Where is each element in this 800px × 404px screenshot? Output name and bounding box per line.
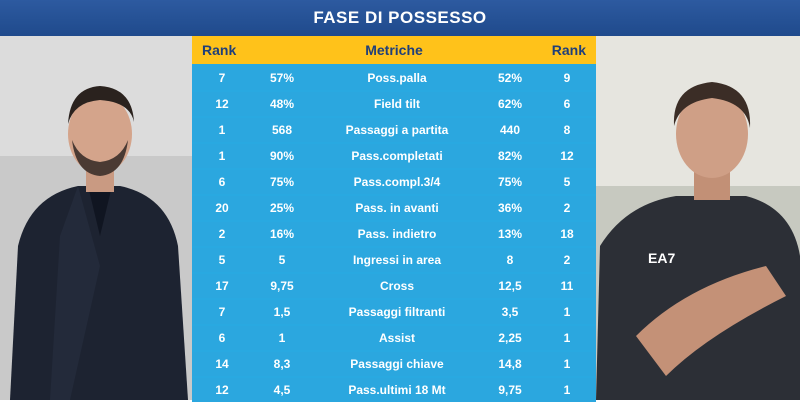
rank-left-cell: 5 <box>218 253 226 267</box>
table-row: 7 57% Poss.palla 52% 9 <box>192 66 596 90</box>
value-right-cell: 8 <box>506 253 514 267</box>
table-row: 12 4,5 Pass.ultimi 18 Mt 9,75 1 <box>192 378 596 402</box>
rank-right-cell: 9 <box>563 71 571 85</box>
ea7-logo: EA7 <box>648 250 676 266</box>
rank-left-cell: 2 <box>218 227 226 241</box>
value-right-cell: 62% <box>497 97 523 111</box>
value-left-cell: 90% <box>269 149 295 163</box>
rank-right-cell: 5 <box>563 175 571 189</box>
header-rank-left: Rank <box>202 42 237 58</box>
metric-cell: Passaggi chiave <box>350 357 444 371</box>
table-row: 6 1 Assist 2,25 1 <box>192 326 596 350</box>
rank-right-cell: 12 <box>560 149 574 163</box>
table-row: 12 48% Field tilt 62% 6 <box>192 92 596 116</box>
table-row: 6 75% Pass.compl.3/4 75% 5 <box>192 170 596 194</box>
rank-left-cell: 14 <box>215 357 229 371</box>
value-left-cell: 568 <box>271 123 293 137</box>
value-right-cell: 2,25 <box>498 331 522 345</box>
rank-left-cell: 6 <box>218 175 226 189</box>
metric-cell: Cross <box>379 279 414 293</box>
table-row: 14 8,3 Passaggi chiave 14,8 1 <box>192 352 596 376</box>
header-rank-right: Rank <box>551 42 586 58</box>
metric-cell: Pass.compl.3/4 <box>353 175 441 189</box>
table-row: 17 9,75 Cross 12,5 11 <box>192 274 596 298</box>
table-header: Rank Metriche Rank <box>192 36 596 64</box>
page-title: FASE DI POSSESSO <box>0 0 800 36</box>
value-right-cell: 82% <box>497 149 523 163</box>
table-row: 5 5 Ingressi in area 8 2 <box>192 248 596 272</box>
rank-left-cell: 12 <box>215 97 229 111</box>
metric-cell: Ingressi in area <box>352 253 442 267</box>
value-left-cell: 9,75 <box>270 279 294 293</box>
metric-cell: Passaggi filtranti <box>348 305 446 319</box>
value-left-cell: 25% <box>269 201 295 215</box>
rank-left-cell: 17 <box>215 279 229 293</box>
metric-cell: Poss.palla <box>367 71 427 85</box>
value-left-cell: 1 <box>278 331 286 345</box>
rank-right-cell: 8 <box>563 123 571 137</box>
value-right-cell: 440 <box>499 123 521 137</box>
value-right-cell: 52% <box>497 71 523 85</box>
metric-cell: Assist <box>378 331 416 345</box>
left-coach-photo <box>0 36 192 400</box>
rank-left-cell: 7 <box>218 71 226 85</box>
rank-left-cell: 7 <box>218 305 226 319</box>
table-row: 2 16% Pass. indietro 13% 18 <box>192 222 596 246</box>
rank-right-cell: 6 <box>563 97 571 111</box>
value-left-cell: 16% <box>269 227 295 241</box>
value-left-cell: 57% <box>269 71 295 85</box>
value-right-cell: 9,75 <box>498 383 522 397</box>
value-left-cell: 5 <box>278 253 286 267</box>
metric-cell: Pass.ultimi 18 Mt <box>348 383 446 397</box>
value-left-cell: 75% <box>269 175 295 189</box>
value-left-cell: 4,5 <box>273 383 291 397</box>
metric-cell: Field tilt <box>374 97 420 111</box>
rank-right-cell: 1 <box>563 331 571 345</box>
rank-left-cell: 20 <box>215 201 229 215</box>
rank-right-cell: 1 <box>563 383 571 397</box>
rank-left-cell: 6 <box>218 331 226 345</box>
metric-cell: Pass.completati <box>351 149 443 163</box>
rank-right-cell: 1 <box>563 357 571 371</box>
metric-cell: Pass. indietro <box>357 227 437 241</box>
header-metrics: Metriche <box>365 42 423 58</box>
table-row: 1 568 Passaggi a partita 440 8 <box>192 118 596 142</box>
rank-left-cell: 12 <box>215 383 229 397</box>
value-right-cell: 36% <box>497 201 523 215</box>
table-row: 7 1,5 Passaggi filtranti 3,5 1 <box>192 300 596 324</box>
rank-right-cell: 11 <box>560 279 574 293</box>
table-body: 7 57% Poss.palla 52% 9 12 48% Field tilt… <box>192 66 596 404</box>
metric-cell: Pass. in avanti <box>355 201 439 215</box>
value-right-cell: 75% <box>497 175 523 189</box>
value-right-cell: 13% <box>497 227 523 241</box>
value-left-cell: 48% <box>269 97 295 111</box>
rank-right-cell: 2 <box>563 253 571 267</box>
value-left-cell: 1,5 <box>273 305 291 319</box>
stats-table: Rank Metriche Rank 7 57% Poss.palla 52% … <box>192 36 596 402</box>
value-right-cell: 3,5 <box>501 305 519 319</box>
rank-right-cell: 18 <box>560 227 574 241</box>
metric-cell: Passaggi a partita <box>345 123 449 137</box>
value-right-cell: 12,5 <box>498 279 522 293</box>
table-row: 1 90% Pass.completati 82% 12 <box>192 144 596 168</box>
rank-right-cell: 2 <box>563 201 571 215</box>
value-left-cell: 8,3 <box>273 357 291 371</box>
rank-left-cell: 1 <box>218 123 226 137</box>
rank-left-cell: 1 <box>218 149 226 163</box>
right-coach-photo: EA7 <box>596 36 800 400</box>
rank-right-cell: 1 <box>563 305 571 319</box>
table-row: 20 25% Pass. in avanti 36% 2 <box>192 196 596 220</box>
value-right-cell: 14,8 <box>498 357 522 371</box>
